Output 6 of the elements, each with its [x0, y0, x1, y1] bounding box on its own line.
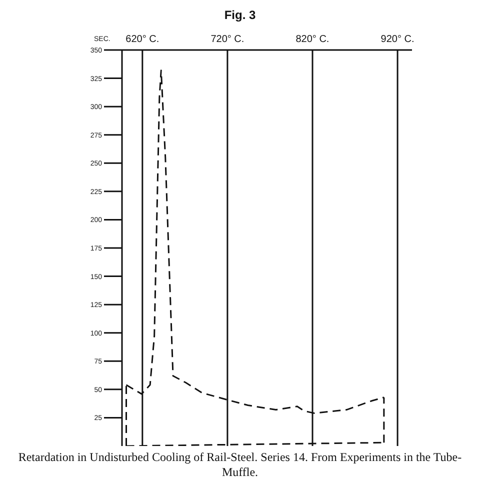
- x-tick-label: 820° C.: [296, 34, 330, 45]
- text: Retardation in Undisturbed Cooling of Rail-Steel. Series 14. From Experiments in the Tube-Muffle.: [17, 450, 463, 480]
- x-tick-label: 720° C.: [210, 34, 244, 45]
- chart-title: Fig. 3: [223, 8, 257, 24]
- x-tick-label: 620° C.: [126, 34, 160, 45]
- x-tick-label: 920° C.: [380, 34, 414, 45]
